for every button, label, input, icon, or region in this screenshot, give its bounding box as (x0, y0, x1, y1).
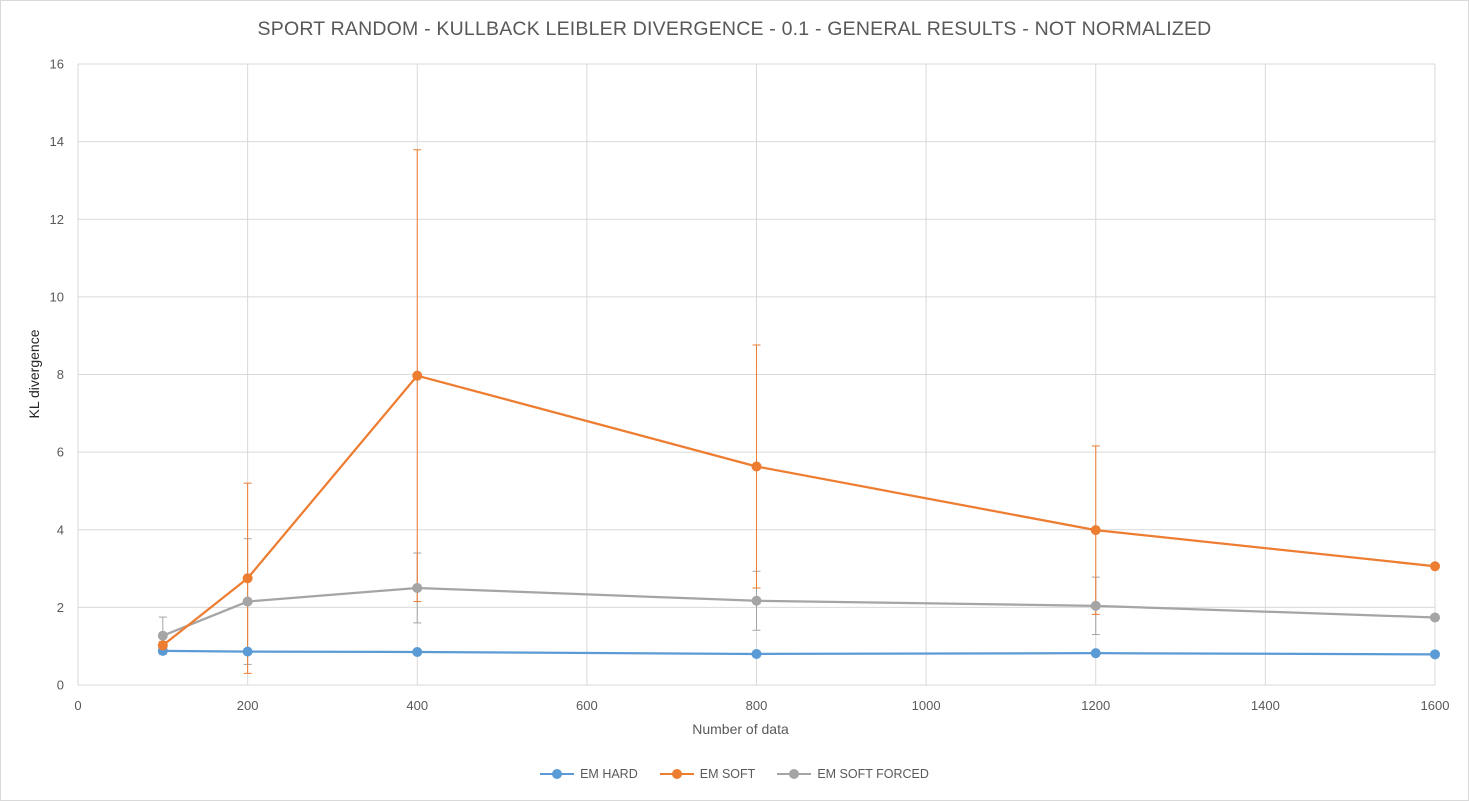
chart-title: SPORT RANDOM - KULLBACK LEIBLER DIVERGEN… (257, 18, 1212, 40)
data-point-em-hard[interactable] (1090, 648, 1101, 659)
x-tick-label: 400 (406, 698, 428, 713)
x-tick-label: 1200 (1081, 698, 1110, 713)
x-tick-label: 800 (746, 698, 768, 713)
y-tick-label: 10 (50, 289, 64, 304)
data-point-em-hard[interactable] (412, 647, 423, 658)
series-line-em-soft (162, 374, 1436, 647)
data-point-em-hard[interactable] (1430, 649, 1440, 660)
data-point-em-soft[interactable] (412, 370, 423, 381)
y-tick-label: 8 (57, 367, 64, 382)
data-point-em-soft-forced[interactable] (1090, 600, 1101, 611)
legend-item-em-soft-forced: EM SOFT FORCED (777, 766, 929, 782)
series-line-em-soft-forced (162, 586, 1436, 637)
y-tick-label: 0 (57, 678, 64, 693)
data-point-em-soft-forced[interactable] (1430, 612, 1440, 623)
y-tick-label: 14 (50, 134, 64, 149)
x-tick-label: 1600 (1421, 698, 1450, 713)
tick-labels: 0 2 4 6 8 10 12 14 16 0 200 400 600 800 1000 1200 1400 16… (50, 57, 1450, 714)
legend-marker-icon (659, 766, 694, 782)
legend-label: EM SOFT FORCED (817, 767, 929, 781)
legend: EM HARD EM SOFT EM SOFT FORCED (0, 766, 1469, 782)
series-lines (162, 374, 1436, 656)
y-axis-title: KL divergence (26, 329, 42, 419)
series-points (157, 370, 1440, 660)
data-point-em-soft[interactable] (751, 461, 762, 472)
data-point-em-hard[interactable] (242, 646, 253, 657)
legend-item-em-soft: EM SOFT (659, 766, 756, 782)
x-axis-title: Number of data (692, 721, 789, 737)
y-tick-label: 12 (50, 212, 64, 227)
data-point-em-soft-forced[interactable] (412, 582, 423, 593)
x-tick-label: 0 (74, 698, 81, 713)
legend-item-em-hard: EM HARD (540, 766, 638, 782)
data-point-em-soft-forced[interactable] (242, 596, 253, 607)
data-point-em-soft[interactable] (157, 640, 168, 651)
data-point-em-soft[interactable] (1090, 525, 1101, 536)
y-tick-label: 2 (57, 600, 64, 615)
legend-label: EM SOFT (699, 767, 756, 781)
y-tick-label: 16 (50, 57, 64, 72)
x-tick-label: 1400 (1251, 698, 1280, 713)
data-point-em-soft-forced[interactable] (751, 595, 762, 606)
y-tick-label: 4 (57, 522, 64, 537)
x-tick-label: 600 (576, 698, 598, 713)
data-point-em-hard[interactable] (751, 648, 762, 659)
data-point-em-soft-forced[interactable] (157, 630, 168, 641)
y-tick-label: 6 (57, 445, 64, 460)
x-tick-label: 1000 (912, 698, 941, 713)
legend-label: EM HARD (580, 767, 638, 781)
x-tick-label: 200 (237, 698, 259, 713)
series-line-em-hard (162, 649, 1436, 656)
legend-marker-icon (540, 766, 575, 782)
data-point-em-soft[interactable] (242, 573, 253, 584)
error-bars (158, 149, 1439, 674)
legend-marker-icon (777, 766, 812, 782)
data-point-em-soft[interactable] (1430, 561, 1440, 572)
